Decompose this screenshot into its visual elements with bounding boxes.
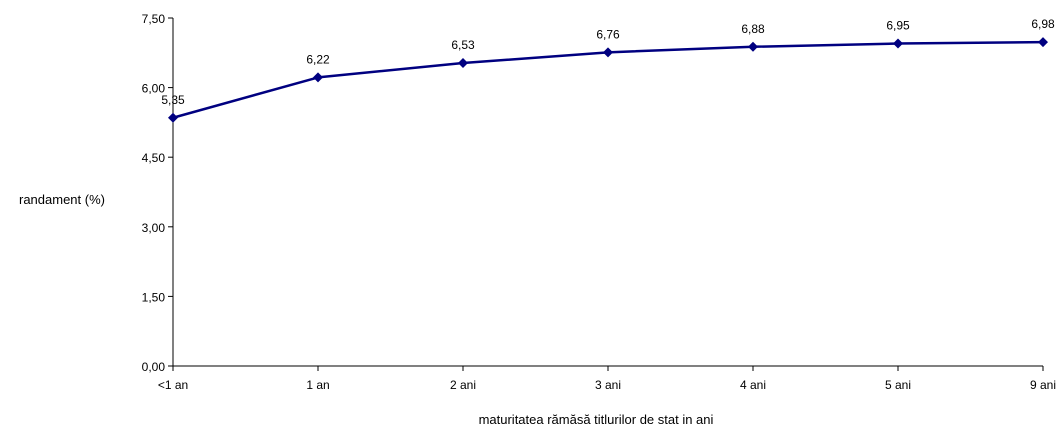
series-layer: 5,35 6,22 6,53 6,76 6,88 6,95 6,98 [161, 17, 1055, 123]
y-tick-label: 4,50 [142, 151, 166, 165]
tick-labels: 0,00 1,50 3,00 4,50 6,00 7,50 <1 an 1 an 2 ani 3 … [142, 12, 1056, 392]
x-tick-label: 9 ani [1030, 378, 1056, 392]
data-point-marker [458, 58, 468, 69]
data-label: 6,53 [451, 38, 475, 52]
x-tick-label: 1 an [306, 378, 329, 392]
x-axis-title: maturitatea rămăsă titlurilor de stat in… [479, 412, 714, 427]
data-label: 6,95 [886, 19, 910, 33]
data-label: 6,88 [741, 22, 765, 36]
data-point-marker [603, 47, 613, 58]
data-label: 5,35 [161, 93, 185, 107]
y-tick-label: 0,00 [142, 360, 166, 374]
x-tick-label: 4 ani [740, 378, 766, 392]
data-label: 6,98 [1031, 17, 1055, 31]
y-tick-label: 6,00 [142, 82, 166, 96]
y-tick-label: 1,50 [142, 290, 166, 304]
data-point-marker [893, 38, 903, 49]
x-tick-label: 2 ani [450, 378, 476, 392]
y-tick-label: 3,00 [142, 221, 166, 235]
x-tick-label: 5 ani [885, 378, 911, 392]
data-point-marker [313, 72, 323, 83]
x-tick-label: <1 an [158, 378, 188, 392]
data-point-marker [168, 112, 178, 123]
data-point-marker [1038, 37, 1048, 48]
y-axis-title: randament (%) [19, 192, 105, 207]
y-tick-label: 7,50 [142, 12, 166, 26]
data-label: 6,22 [306, 52, 330, 66]
axes [168, 17, 1044, 371]
data-point-marker [748, 41, 758, 52]
data-label: 6,76 [596, 27, 620, 41]
x-tick-label: 3 ani [595, 378, 621, 392]
